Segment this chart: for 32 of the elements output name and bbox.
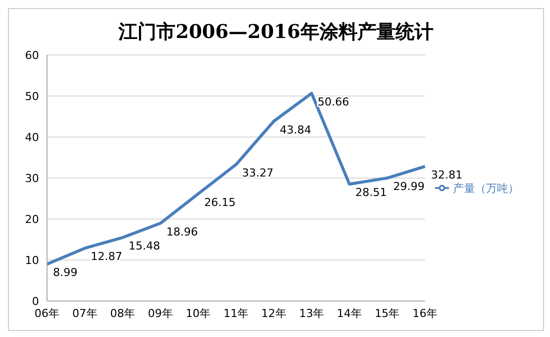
legend-label: 产量（万吨） <box>453 182 519 194</box>
data-label: 15.48 <box>128 240 160 253</box>
x-tick-label: 14年 <box>336 306 362 320</box>
data-label: 50.66 <box>318 95 350 108</box>
y-tick-label: 60 <box>25 48 39 62</box>
y-tick-label: 40 <box>25 130 39 144</box>
data-label: 43.84 <box>280 123 312 136</box>
data-label: 12.87 <box>90 250 122 264</box>
y-tick-label: 30 <box>25 172 39 185</box>
y-tick-label: 10 <box>25 254 39 267</box>
data-label: 29.99 <box>393 180 425 194</box>
x-tick-label: 10年 <box>186 306 211 320</box>
x-tick-label: 06年 <box>34 306 60 320</box>
data-label: 8.99 <box>53 266 78 280</box>
x-tick-label: 12年 <box>261 306 286 320</box>
data-label: 18.96 <box>166 225 198 238</box>
x-tick-label: 07年 <box>72 306 98 320</box>
x-tick-label: 16年 <box>412 306 438 320</box>
x-tick-label: 09年 <box>148 306 173 320</box>
data-label: 28.51 <box>355 186 387 200</box>
x-tick-label: 08年 <box>110 306 136 320</box>
data-label: 33.27 <box>242 166 274 180</box>
y-tick-label: 50 <box>25 90 39 103</box>
y-tick-label: 0 <box>32 294 39 308</box>
x-tick-label: 11年 <box>224 306 248 320</box>
data-label: 32.81 <box>431 168 462 182</box>
data-label: 26.15 <box>204 196 236 209</box>
x-tick-label: 13年 <box>299 306 324 320</box>
y-tick-label: 20 <box>25 212 39 226</box>
chart-title: 江门市2006—2016年涂料产量统计 <box>117 20 434 45</box>
x-tick-label: 15年 <box>374 306 400 320</box>
line-series <box>46 92 426 266</box>
